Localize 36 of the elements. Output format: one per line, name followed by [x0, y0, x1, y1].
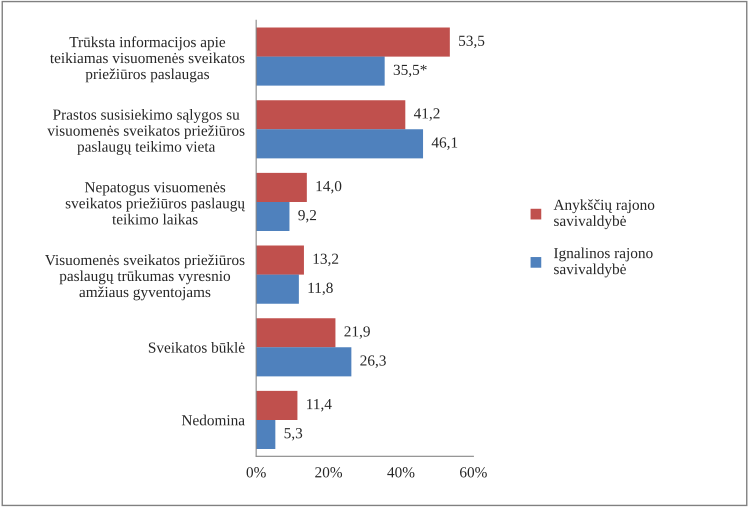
bar — [256, 246, 304, 275]
bar — [256, 172, 307, 202]
y-tick-label: Nedomina — [182, 414, 245, 426]
bar — [256, 347, 352, 376]
y-tick-label: Nepatogus visuomenės sveikatos priežiūros paslaugų teikimo laikas — [66, 182, 246, 224]
legend-label: Anykščių rajono savivaldybė — [554, 199, 654, 230]
y-tick-label: Trūksta informacijos apie teikiamas visuomenės sveikatos priežiūros paslaugas — [50, 36, 244, 82]
data-label: 21,9 — [344, 326, 370, 339]
bar — [256, 274, 299, 304]
x-tick-label: 60% — [460, 467, 487, 478]
data-label: 13,2 — [314, 254, 338, 266]
x-tick-label: 40% — [387, 467, 414, 478]
data-label: 11,4 — [307, 399, 332, 412]
data-label: 14,0 — [316, 180, 342, 194]
bar — [256, 202, 290, 232]
bar — [256, 28, 450, 57]
y-tick-label: Sveikatos būklė — [148, 342, 245, 353]
data-label: 5,3 — [284, 428, 302, 441]
data-label: 26,3 — [360, 355, 386, 368]
data-label: 53,5 — [459, 36, 484, 48]
data-label: 9,2 — [298, 210, 316, 223]
data-label: 35,5* — [394, 64, 427, 78]
y-tick-label: Prastos susisiekimo sąlygos su visuomenės sveikatos priežiūros paslaugų teikimo vieta — [47, 109, 244, 155]
data-label: 46,1 — [432, 137, 458, 150]
bar — [256, 100, 406, 130]
bar — [256, 56, 385, 86]
bar — [256, 318, 336, 348]
x-tick-label: 0% — [246, 467, 266, 478]
legend-label: Ignalinos rajono savivaldybė — [554, 247, 653, 278]
data-label: 41,2 — [414, 108, 440, 121]
x-tick-label: 20% — [315, 467, 342, 478]
bar — [256, 420, 276, 450]
y-tick-label: Visuomenės sveikatos priežiūros paslaugų trūkumas vyresnio amžiaus gyventojams — [45, 254, 244, 300]
data-label: 11,8 — [308, 282, 333, 296]
bar — [256, 129, 424, 158]
bar — [256, 390, 298, 420]
